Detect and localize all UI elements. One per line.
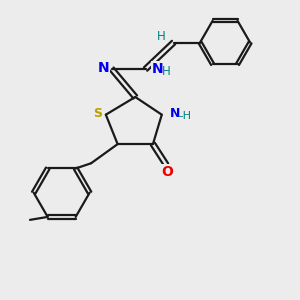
Text: O: O xyxy=(162,165,174,179)
Text: –H: –H xyxy=(177,111,191,121)
Text: N: N xyxy=(98,61,109,75)
Text: N: N xyxy=(152,62,163,76)
Text: S: S xyxy=(93,107,102,120)
Text: H: H xyxy=(158,30,166,43)
Text: N: N xyxy=(170,107,180,120)
Text: H: H xyxy=(162,65,170,78)
